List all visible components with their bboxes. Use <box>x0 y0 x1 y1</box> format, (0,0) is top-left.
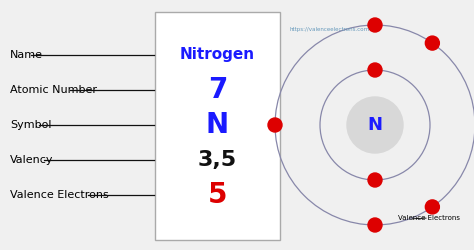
Circle shape <box>268 118 282 132</box>
Text: https://valenceelectrons.com: https://valenceelectrons.com <box>290 28 370 32</box>
Text: Valence Electrons: Valence Electrons <box>10 190 109 200</box>
Text: Symbol: Symbol <box>10 120 52 130</box>
Bar <box>155 12 280 240</box>
Circle shape <box>347 97 403 153</box>
Circle shape <box>425 36 439 50</box>
Text: N: N <box>206 111 229 139</box>
Text: 3,5: 3,5 <box>198 150 237 170</box>
Circle shape <box>368 218 382 232</box>
Circle shape <box>368 173 382 187</box>
Text: Valency: Valency <box>10 155 54 165</box>
Circle shape <box>368 63 382 77</box>
Text: N: N <box>367 116 383 134</box>
Text: Atomic Number: Atomic Number <box>10 85 97 95</box>
Text: 5: 5 <box>208 181 227 209</box>
Circle shape <box>425 200 439 214</box>
Text: Nitrogen: Nitrogen <box>180 48 255 62</box>
Text: 7: 7 <box>208 76 227 104</box>
Circle shape <box>368 18 382 32</box>
Text: Valence Electrons: Valence Electrons <box>398 215 460 221</box>
Text: Name: Name <box>10 50 43 60</box>
